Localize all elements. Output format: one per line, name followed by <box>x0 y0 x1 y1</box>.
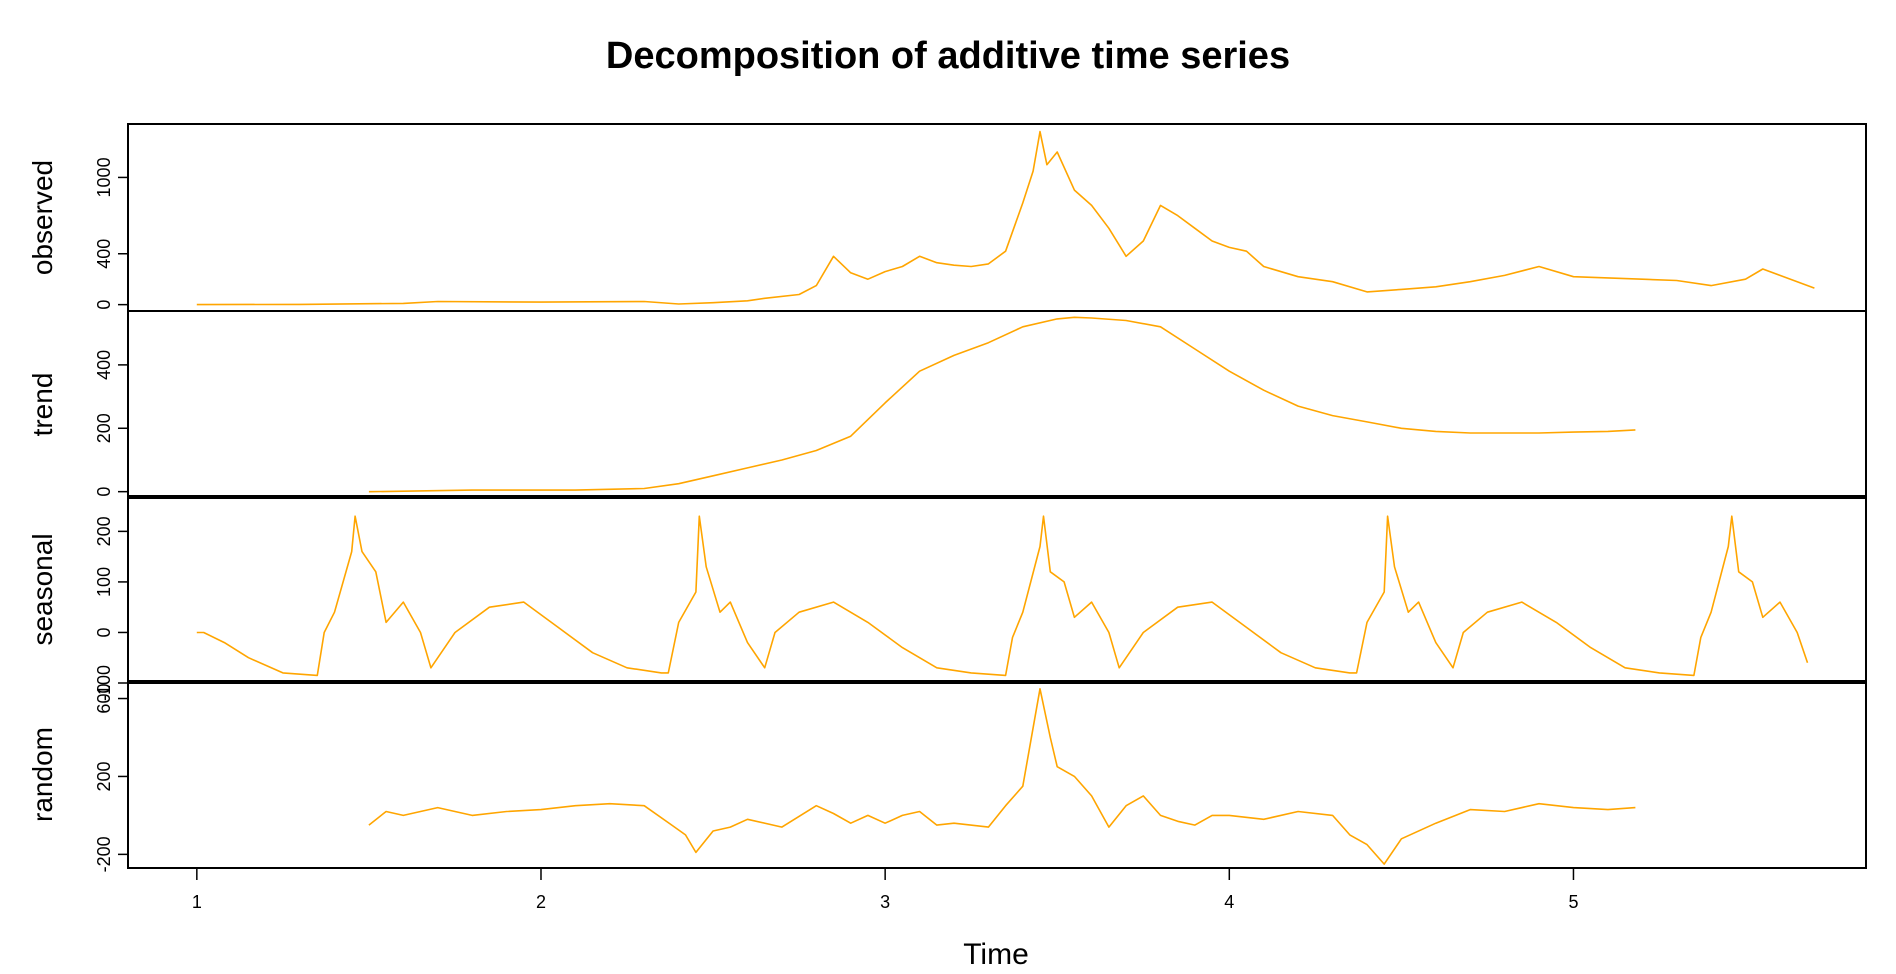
panel-seasonal: -100 0 100 200 seasonal <box>27 495 1867 701</box>
x-tick-label: 3 <box>880 892 890 912</box>
panel-frame-trend <box>127 310 1867 499</box>
panel-observed: 0 400 1000 observed <box>27 123 1867 312</box>
series-line-trend <box>368 316 1636 493</box>
panel-frame-observed <box>127 123 1867 312</box>
x-tick-label: 2 <box>536 892 546 912</box>
y-tick-label-seasonal: 100 <box>94 567 114 597</box>
panel-frame-random <box>127 680 1867 869</box>
y-tick-label-observed: 0 <box>94 300 114 310</box>
panel-frame-seasonal <box>127 495 1867 684</box>
panel-label-random: random <box>27 727 58 822</box>
y-tick-label-observed: 400 <box>94 239 114 269</box>
y-tick-label-observed: 1000 <box>94 157 114 197</box>
panel-label-trend: trend <box>27 373 58 437</box>
panel-random: -200 200 600 random <box>27 680 1867 872</box>
y-tick-label-random: 600 <box>94 684 114 714</box>
x-axis: 1 2 3 4 5 <box>192 868 1578 912</box>
y-tick-label-trend: 200 <box>94 413 114 443</box>
panel-trend: 0 200 400 trend <box>27 310 1867 499</box>
x-tick-label: 5 <box>1568 892 1578 912</box>
y-tick-label-trend: 0 <box>94 487 114 497</box>
y-tick-label-seasonal: 200 <box>94 516 114 546</box>
panel-label-seasonal: seasonal <box>27 533 58 645</box>
series-line-seasonal <box>196 515 1809 677</box>
y-tick-label-seasonal: 0 <box>94 627 114 637</box>
panels: 0 400 1000 observed 0 200 400 trend -100 0 100 200 s… <box>27 123 1867 872</box>
y-tick-label-seasonal: -100 <box>94 665 114 701</box>
series-line-observed <box>196 130 1815 306</box>
y-tick-label-random: 200 <box>94 761 114 791</box>
x-axis-label: Time <box>963 938 1029 971</box>
y-tick-label-trend: 400 <box>94 350 114 380</box>
x-tick-label: 1 <box>192 892 202 912</box>
chart-title: Decomposition of additive time series <box>606 35 1290 77</box>
y-tick-label-random: -200 <box>94 836 114 872</box>
series-line-random <box>368 688 1636 865</box>
panel-label-observed: observed <box>27 160 58 275</box>
x-tick-label: 4 <box>1224 892 1234 912</box>
